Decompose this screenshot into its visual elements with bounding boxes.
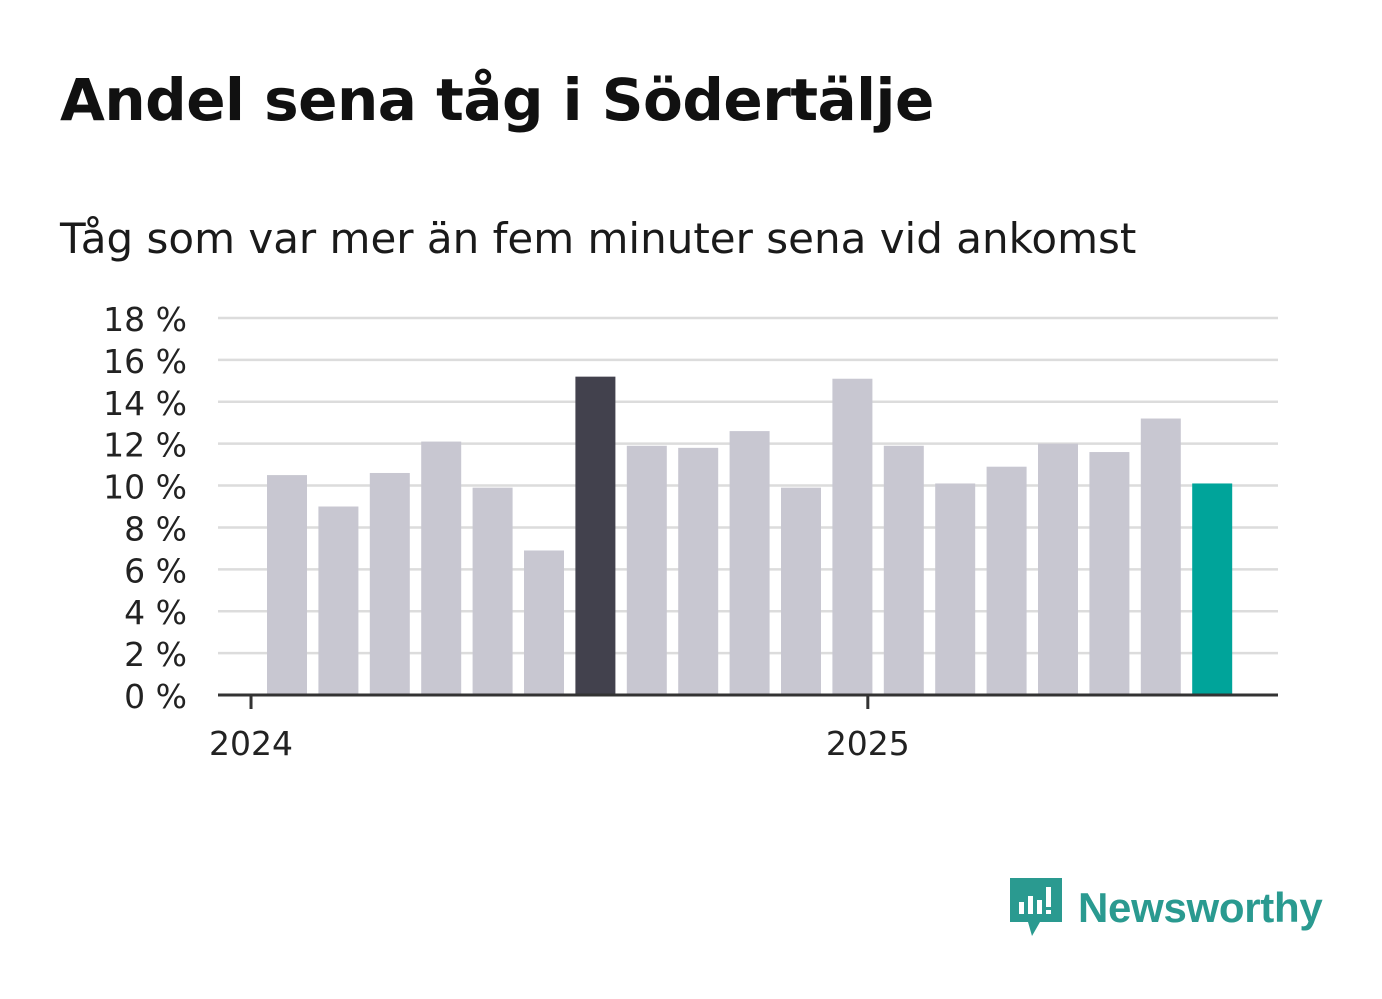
y-tick-label: 0 % [124,677,187,716]
bar [524,550,564,695]
x-tick-label: 2024 [209,724,293,763]
y-axis-labels: 0 %2 %4 %6 %8 %10 %12 %14 %16 %18 % [103,300,187,716]
bar [1038,443,1078,695]
chart-title: Andel sena tåg i Södertälje [60,66,934,134]
y-tick-label: 16 % [103,342,187,381]
newsworthy-logo-icon [1010,878,1062,936]
y-tick-label: 10 % [103,468,187,507]
bar [626,445,667,695]
bar [678,447,719,695]
bar [729,431,770,695]
y-tick-label: 8 % [124,509,187,548]
bar [1140,418,1181,695]
bar [575,376,616,695]
y-tick-label: 14 % [103,384,187,423]
bar [832,378,873,695]
bar [421,441,462,695]
newsworthy-logo: Newsworthy [1010,878,1323,938]
y-tick-label: 18 % [103,300,187,339]
bars [267,376,1233,695]
y-tick-label: 12 % [103,426,187,465]
y-tick-label: 6 % [124,551,187,590]
bar [267,475,307,695]
bar [781,487,821,695]
chart-subtitle: Tåg som var mer än fem minuter sena vid … [60,214,1137,263]
bar [1089,452,1130,695]
brand-name: Newsworthy [1078,884,1323,931]
x-axis: 2024 2025 [209,693,1278,763]
bar [935,483,976,695]
bar [318,506,359,695]
bar [472,487,513,695]
bar [986,466,1027,695]
y-tick-label: 4 % [124,593,187,632]
bar [1192,483,1233,695]
x-tick-label: 2025 [826,724,910,763]
y-tick-label: 2 % [124,635,187,674]
bar [369,472,410,695]
bar [883,445,924,695]
